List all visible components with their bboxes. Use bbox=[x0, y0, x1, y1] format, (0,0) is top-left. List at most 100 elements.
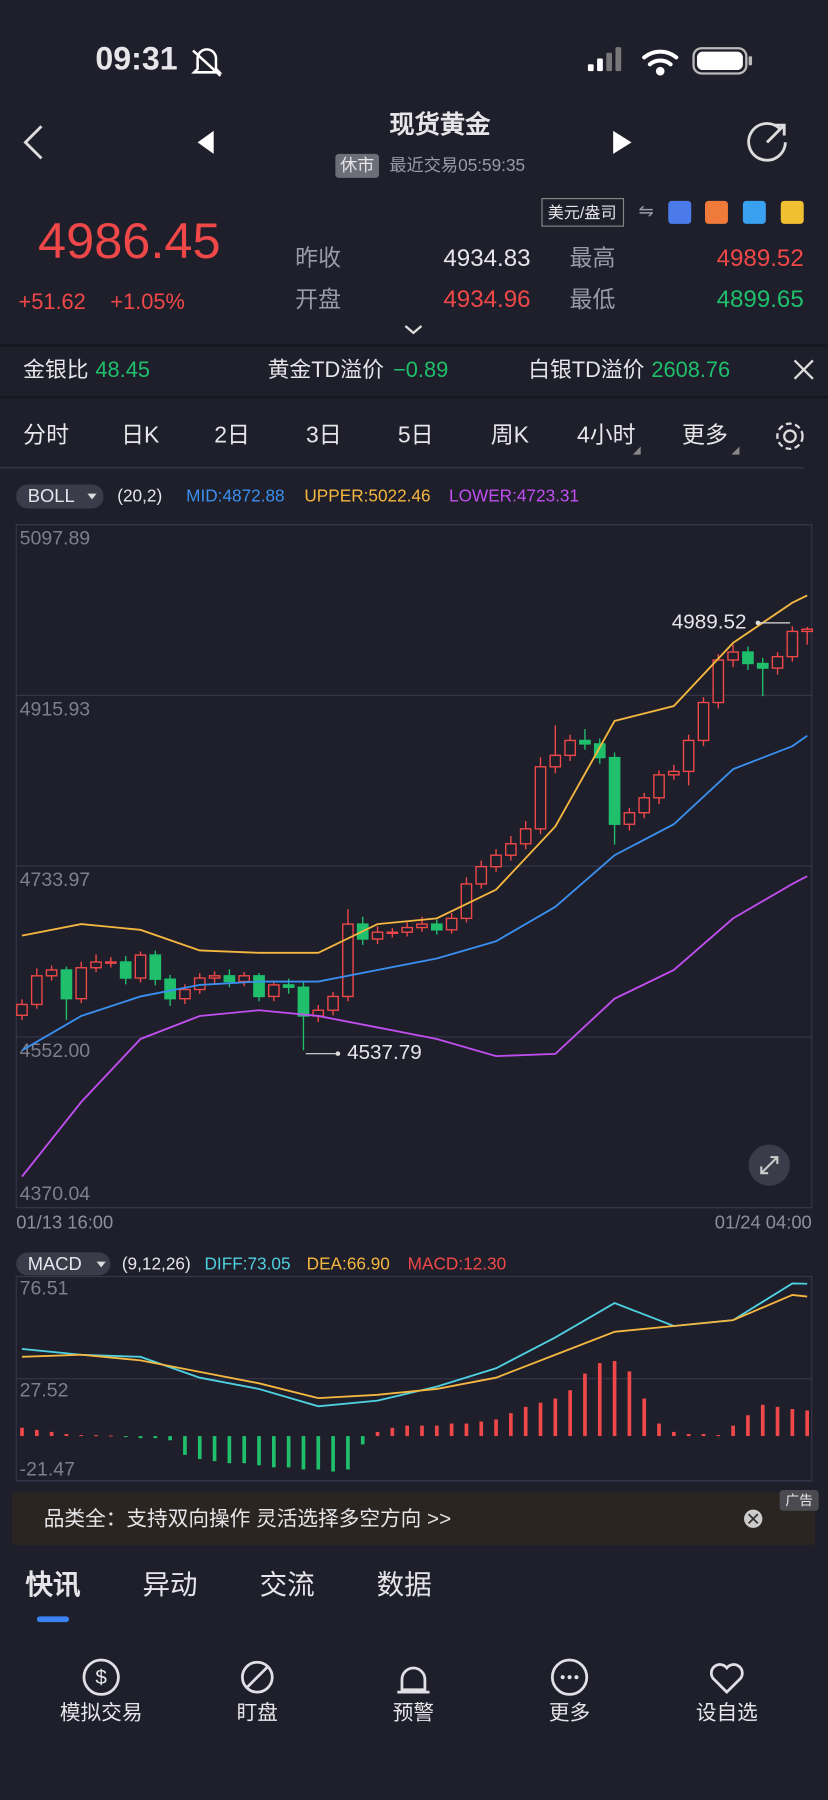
ad-text: 品类全：支持双向操作 灵活选择多空方向 >> bbox=[44, 1507, 451, 1530]
candle-body bbox=[727, 651, 739, 661]
ad-close[interactable] bbox=[744, 1509, 763, 1528]
macd-bar bbox=[331, 1436, 335, 1472]
ratio: 白银TD溢价 2608.76 bbox=[528, 357, 730, 382]
ratio: 金银比 48.45 bbox=[23, 357, 150, 382]
tool-icon[interactable] bbox=[780, 200, 804, 224]
nav-item[interactable]: 更多 bbox=[549, 1658, 590, 1724]
settings-button[interactable] bbox=[776, 422, 804, 451]
indicator-line bbox=[21, 875, 808, 1178]
news-tab[interactable]: 快讯 bbox=[25, 1569, 81, 1600]
macd-bar bbox=[464, 1423, 469, 1437]
candle-body bbox=[193, 977, 206, 991]
signal-icon bbox=[587, 47, 622, 72]
field-value: 4934.96 bbox=[443, 286, 530, 313]
y-tick-label: 5097.89 bbox=[20, 528, 91, 550]
indicator-pill[interactable] bbox=[16, 484, 104, 509]
ad-tag-box bbox=[779, 1490, 819, 1511]
macd-bar bbox=[64, 1434, 69, 1437]
y-tick-label: 4733.97 bbox=[20, 869, 91, 891]
field-label: 最低 bbox=[570, 286, 616, 312]
candle-body bbox=[90, 961, 102, 969]
macd-bar bbox=[627, 1371, 632, 1437]
candle-body bbox=[416, 923, 428, 929]
candle-body bbox=[505, 843, 517, 856]
swap-icon[interactable]: ⇋ bbox=[638, 200, 653, 221]
ad-banner[interactable] bbox=[11, 1492, 816, 1546]
field-label: 最高 bbox=[570, 245, 616, 271]
indicator-pill[interactable] bbox=[16, 1252, 111, 1276]
candle-body bbox=[179, 988, 191, 1000]
nav-item[interactable]: 设自选 bbox=[696, 1663, 758, 1725]
tool-icon[interactable] bbox=[668, 200, 692, 224]
candle-body bbox=[208, 975, 221, 979]
period-tab[interactable]: 5日 bbox=[398, 421, 434, 447]
y-tick-label: 4552.00 bbox=[20, 1040, 91, 1062]
nav-item[interactable]: 预警 bbox=[393, 1666, 434, 1724]
status-badge bbox=[335, 153, 379, 178]
candle-body bbox=[490, 854, 502, 868]
nav-label: 更多 bbox=[549, 1701, 590, 1724]
indicator-line bbox=[21, 1293, 808, 1400]
nav-item[interactable]: $ 模拟交易 bbox=[60, 1658, 143, 1724]
macd-bar bbox=[301, 1436, 306, 1470]
indicator-params: (9,12,26) bbox=[122, 1254, 191, 1274]
candle-body bbox=[30, 975, 43, 1006]
wifi-icon bbox=[642, 49, 679, 76]
macd-bar bbox=[509, 1413, 513, 1437]
candle-body bbox=[149, 954, 162, 980]
macd-bar bbox=[538, 1402, 543, 1437]
expand-chevron[interactable] bbox=[404, 325, 423, 335]
back-button[interactable] bbox=[23, 125, 43, 160]
ratio-label: 金银比 bbox=[23, 357, 88, 382]
macd-bar bbox=[553, 1398, 558, 1437]
period-tab[interactable]: 日K bbox=[121, 421, 160, 447]
title: 现货黄金 bbox=[389, 110, 491, 139]
news-tab[interactable]: 交流 bbox=[260, 1569, 315, 1600]
indicator-legend: MID:4872.88 bbox=[186, 486, 285, 506]
price-chart: 5097.89 4915.93 4733.97 4552.00 4370.04 01/13… bbox=[15, 486, 814, 1233]
candle-body bbox=[45, 969, 58, 977]
indicator-line bbox=[21, 735, 808, 1052]
nav-item[interactable]: 盯盘 bbox=[237, 1660, 278, 1724]
tool-icon[interactable] bbox=[742, 200, 766, 224]
refresh-button[interactable] bbox=[747, 122, 787, 162]
dropdown-arrow bbox=[87, 493, 97, 500]
macd-bar bbox=[375, 1431, 380, 1437]
ratio-value: 2608.76 bbox=[651, 357, 730, 382]
candle-body bbox=[267, 984, 280, 998]
macd-bar bbox=[568, 1390, 572, 1437]
indicator: BOLL bbox=[28, 485, 75, 506]
prev-button[interactable] bbox=[197, 130, 214, 154]
news-tab[interactable]: 异动 bbox=[143, 1569, 198, 1600]
tool-icon[interactable] bbox=[705, 200, 728, 224]
candle-body bbox=[801, 628, 814, 633]
unit-box[interactable] bbox=[541, 198, 625, 227]
macd-bar bbox=[109, 1435, 113, 1437]
ratio-value: −0.89 bbox=[393, 357, 448, 382]
macd-bar bbox=[760, 1404, 765, 1437]
period-tab[interactable]: 3日 bbox=[306, 421, 342, 447]
macd-bar bbox=[405, 1425, 410, 1437]
period-tab[interactable]: 更多 bbox=[682, 421, 728, 447]
period-tab[interactable]: 周K bbox=[491, 421, 530, 447]
news-tab[interactable]: 数据 bbox=[377, 1569, 432, 1600]
macd-bar bbox=[316, 1436, 321, 1470]
period-tab[interactable]: 4小时 bbox=[577, 421, 636, 447]
indicator-legend: LOWER:4723.31 bbox=[449, 486, 579, 506]
macd-chart: 76.51 27.52 -21.47 DIFF:73.05 DEA:66.90 MACD:… bbox=[15, 1254, 813, 1482]
change: +51.62 bbox=[19, 289, 86, 314]
close-button[interactable] bbox=[793, 359, 814, 380]
fullscreen-button[interactable] bbox=[748, 1144, 790, 1186]
indicator-line bbox=[21, 594, 808, 954]
period-tab[interactable]: 分时 bbox=[23, 421, 69, 447]
period-tabs: 分时 日K 2日 3日 5日 周K 4小时 更多 bbox=[23, 421, 740, 455]
macd-bar bbox=[20, 1427, 24, 1437]
period-tab[interactable]: 2日 bbox=[214, 421, 250, 447]
battery-icon bbox=[692, 47, 753, 75]
field-value: 4989.52 bbox=[717, 245, 804, 272]
candle-body bbox=[134, 954, 147, 979]
candle-body bbox=[297, 986, 310, 1017]
macd-bar bbox=[612, 1361, 617, 1437]
next-button[interactable] bbox=[613, 130, 632, 154]
macd-bar bbox=[183, 1436, 187, 1455]
